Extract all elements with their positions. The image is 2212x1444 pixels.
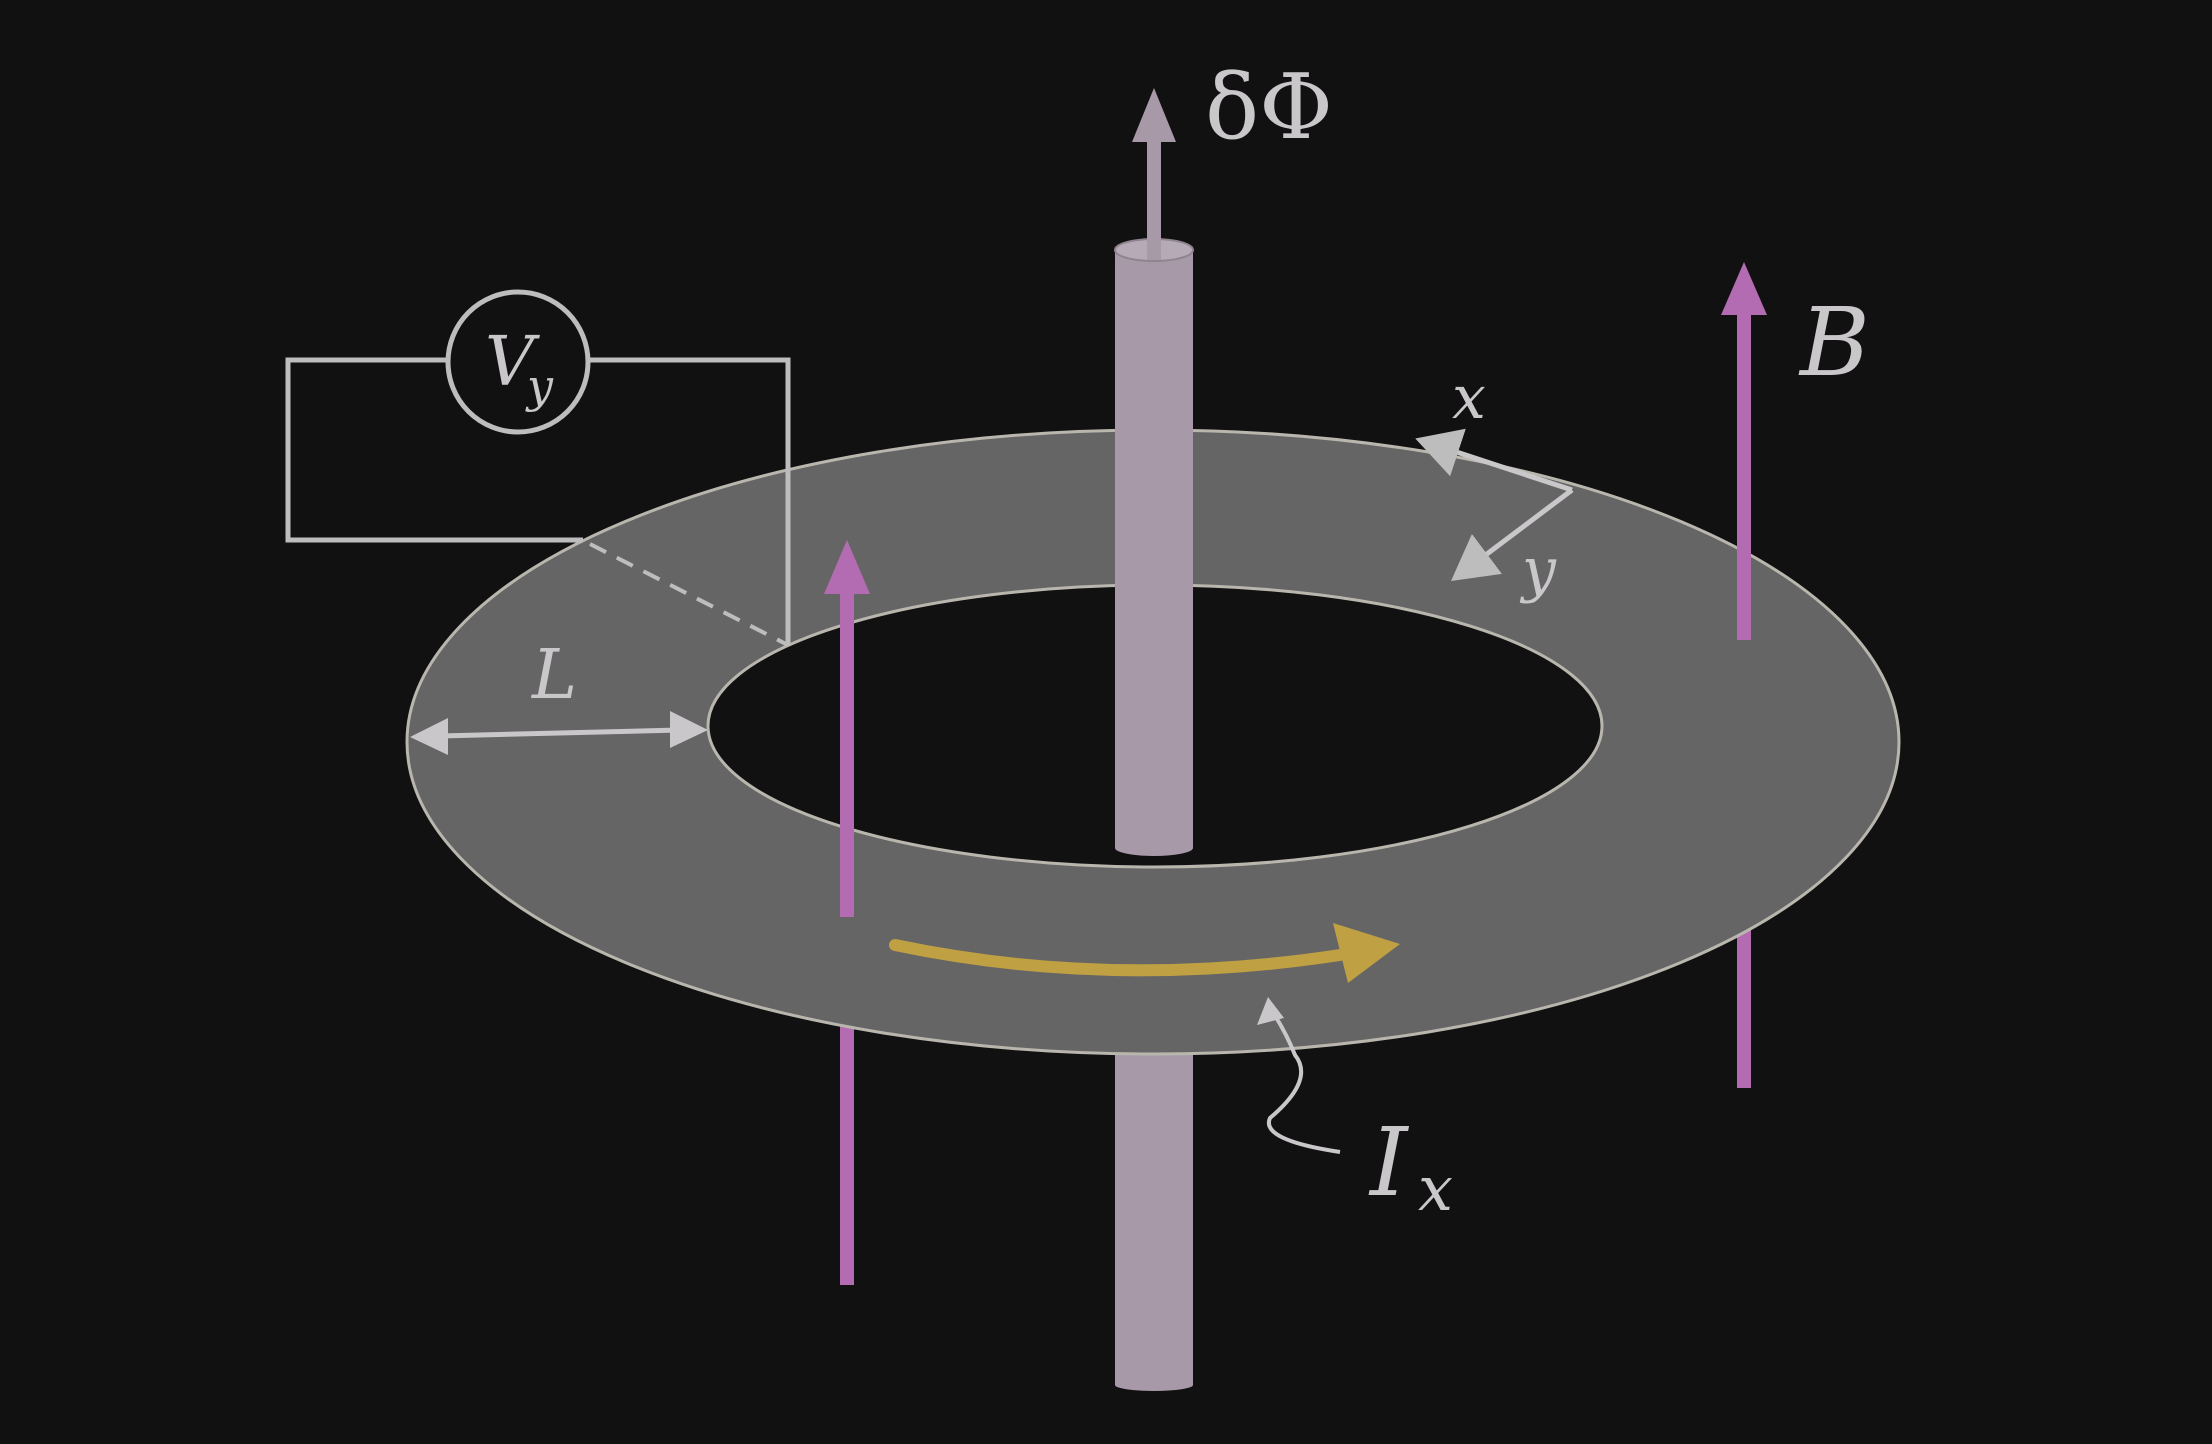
voltmeter-wire-dashed xyxy=(589,542,787,646)
solenoid-bottom-visible-edge xyxy=(1115,840,1193,856)
width-arrow-head-left xyxy=(410,718,448,755)
current-arrow-shaft xyxy=(889,939,1346,977)
flux-arrow-shaft xyxy=(1147,135,1161,260)
field-arrow-right-shaft xyxy=(1737,305,1751,640)
axis-y-label: y xyxy=(1519,535,1557,605)
axis-x-line xyxy=(1415,428,1573,493)
axis-y-line xyxy=(1451,488,1574,582)
solenoid-lower xyxy=(1115,1055,1193,1385)
voltmeter-label: V xyxy=(485,323,540,402)
field-arrow-left-shaft xyxy=(840,585,854,917)
field-arrow-right-lower xyxy=(1737,930,1751,1088)
solenoid-bottom-cap xyxy=(1115,1379,1193,1391)
flux-arrow-head xyxy=(1132,88,1176,142)
annulus xyxy=(405,428,1901,1056)
flux-label: δΦ xyxy=(1205,55,1333,160)
field-arrow-left-head xyxy=(824,540,870,594)
voltmeter-wire-left xyxy=(285,357,583,543)
axis-x-label: x xyxy=(1452,363,1486,433)
field-label: B xyxy=(1798,288,1870,398)
width-label: L xyxy=(530,636,577,715)
current-label: I xyxy=(1368,1108,1410,1218)
voltmeter-subscript: y xyxy=(525,359,554,413)
current-arrow-head xyxy=(1333,923,1400,983)
current-subscript: x xyxy=(1418,1152,1453,1225)
current-pointer-head xyxy=(1257,997,1284,1025)
width-arrow-head-right xyxy=(670,711,708,748)
width-arrow-line xyxy=(439,727,681,739)
field-arrow-left-lower xyxy=(840,1025,854,1285)
voltmeter-wire-right xyxy=(587,357,791,646)
voltmeter-circle xyxy=(445,289,591,435)
solenoid-upper xyxy=(1115,248,1193,848)
current-pointer-line xyxy=(1266,1006,1341,1154)
field-arrow-right-head xyxy=(1721,262,1767,315)
